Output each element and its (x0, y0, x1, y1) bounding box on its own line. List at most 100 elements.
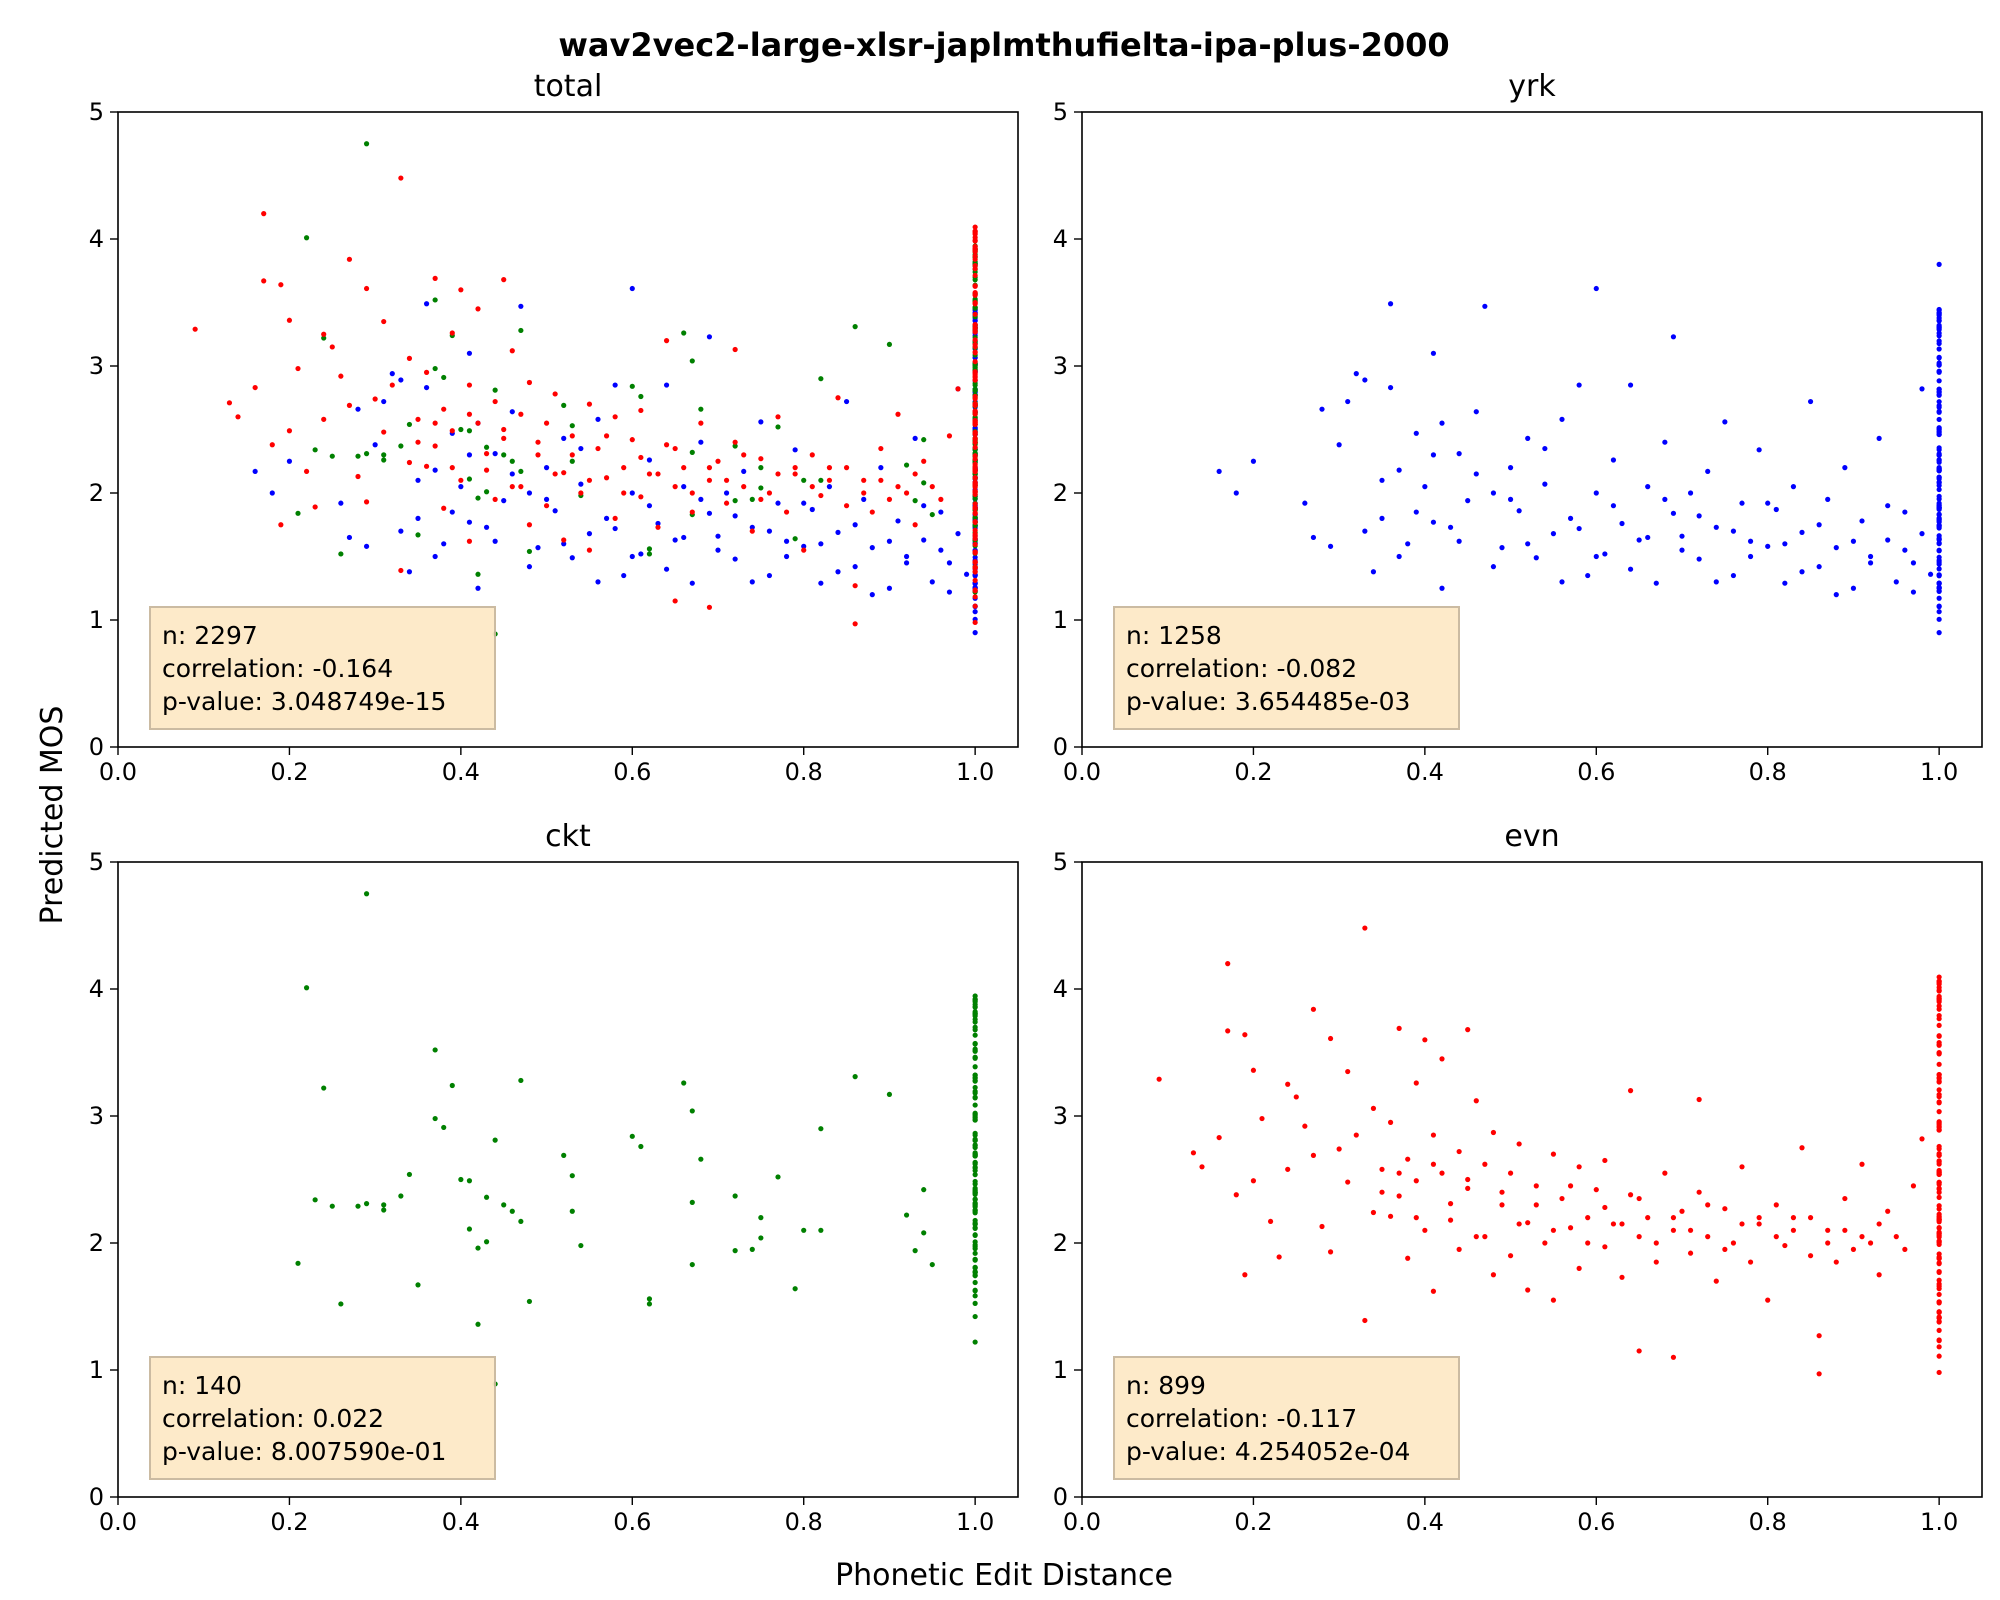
data-point-yrk (963, 571, 970, 577)
y-tick-label: 0 (1053, 1483, 1068, 1511)
data-point-evn (843, 503, 850, 509)
data-point-evn (261, 211, 267, 217)
data-point-yrk (1516, 508, 1522, 514)
data-point-evn (672, 598, 678, 604)
y-tick-label: 0 (1053, 733, 1068, 761)
data-point-evn-column (972, 480, 978, 487)
data-point-yrk (1567, 515, 1574, 522)
data-point-evn (1490, 1272, 1497, 1278)
y-tick-label: 0 (89, 1483, 104, 1511)
stats-pvalue: p-value: 3.048749e-15 (162, 687, 446, 716)
data-point-evn (1225, 1028, 1231, 1034)
data-point-evn-column (1936, 1171, 1942, 1177)
data-point-ckt-column (972, 1221, 978, 1227)
data-point-evn (1345, 1068, 1351, 1075)
data-point-yrk (1765, 543, 1771, 549)
data-point-yrk-column (1936, 452, 1942, 458)
data-point-ckt (475, 1245, 481, 1251)
data-point-yrk (1353, 371, 1359, 377)
data-point-ckt-column (972, 277, 978, 283)
data-point-yrk-column (1936, 572, 1942, 578)
data-point-yrk (792, 447, 798, 453)
data-point-evn (938, 496, 944, 502)
data-point-ckt (492, 1137, 498, 1143)
data-point-evn (1387, 1213, 1394, 1219)
data-point-ckt (483, 1239, 490, 1245)
data-point-evn-column (972, 402, 978, 408)
data-point-yrk-column (1936, 512, 1942, 518)
data-point-ckt-column (972, 1300, 978, 1306)
data-point-evn (1430, 1132, 1437, 1138)
data-point-evn (878, 477, 884, 483)
data-point-evn (406, 355, 413, 361)
data-point-evn (226, 400, 233, 406)
data-point-yrk-column (1936, 408, 1942, 415)
data-point-evn-column (972, 272, 978, 279)
data-point-evn-column (1936, 1016, 1942, 1022)
data-point-evn (946, 433, 953, 439)
data-point-evn (518, 411, 524, 417)
data-point-yrk (526, 564, 533, 570)
data-point-evn (372, 396, 378, 402)
data-point-evn-column (1936, 1230, 1942, 1237)
data-point-evn-column (972, 337, 978, 343)
data-point-yrk-column (1936, 479, 1942, 485)
data-point-yrk (363, 543, 370, 549)
data-point-evn (1576, 1164, 1582, 1170)
data-point-yrk (921, 503, 927, 509)
data-point-evn (423, 463, 430, 469)
data-point-yrk (1396, 467, 1402, 473)
data-point-evn (269, 442, 275, 448)
data-point-yrk (1413, 509, 1419, 515)
data-point-ckt (355, 1203, 361, 1209)
data-point-evn (672, 445, 678, 452)
figure-xlabel: Phonetic Edit Distance (835, 1558, 1173, 1593)
stats-box (1113, 606, 1460, 730)
data-point-yrk (1387, 301, 1394, 307)
subplot-evn: evn 0.0 0.2 0.4 0.6 0.8 1.0 0 1 2 3 4 5 n: 899 correla… (1053, 819, 1983, 1536)
data-point-evn (1602, 1204, 1608, 1211)
data-point-ckt (458, 1176, 464, 1183)
data-point-evn (921, 458, 927, 464)
data-point-ckt-column (972, 1019, 978, 1025)
data-point-ckt-column (972, 1115, 978, 1121)
data-point-yrk (758, 419, 764, 425)
data-point-evn (663, 338, 670, 344)
data-point-ckt (912, 498, 918, 504)
data-point-ckt (886, 1091, 893, 1098)
data-point-ckt (792, 1286, 798, 1292)
data-point-evn (663, 442, 670, 448)
data-point-evn-column (972, 541, 978, 548)
data-point-evn (1910, 1183, 1917, 1189)
data-point-evn (1705, 1234, 1711, 1240)
data-point-evn-column (972, 619, 978, 626)
data-point-yrk (338, 500, 344, 506)
data-point-yrk (766, 528, 773, 534)
data-point-yrk (1765, 500, 1771, 506)
data-point-evn (552, 391, 558, 397)
data-point-yrk (938, 509, 944, 515)
axes-frame (1081, 111, 1983, 748)
data-point-yrk (749, 524, 755, 530)
data-point-yrk-column (1936, 523, 1942, 530)
data-point-yrk-column (1936, 566, 1942, 572)
data-point-yrk (1370, 569, 1377, 575)
data-point-evn-column (1936, 1281, 1942, 1287)
data-point-yrk (1576, 382, 1582, 388)
data-point-evn (1670, 1227, 1677, 1233)
data-point-evn (192, 326, 198, 332)
data-point-ckt (509, 458, 515, 464)
subplot-ckt: ckt 0.0 0.2 0.4 0.6 0.8 1.0 0 1 2 3 4 5 n: 140 correla… (89, 819, 1019, 1536)
data-point-ckt-column (972, 305, 978, 311)
data-point-evn (1516, 1141, 1522, 1147)
data-point-evn (346, 256, 353, 262)
data-point-ckt-column (972, 1011, 978, 1017)
subplot-title: yrk (1508, 69, 1556, 104)
data-point-ckt (929, 511, 935, 518)
data-point-ckt (775, 1174, 781, 1180)
data-point-yrk (1327, 543, 1334, 549)
data-point-evn (1696, 1096, 1702, 1103)
data-point-yrk (741, 468, 747, 475)
stats-n: n: 140 (162, 1371, 242, 1400)
